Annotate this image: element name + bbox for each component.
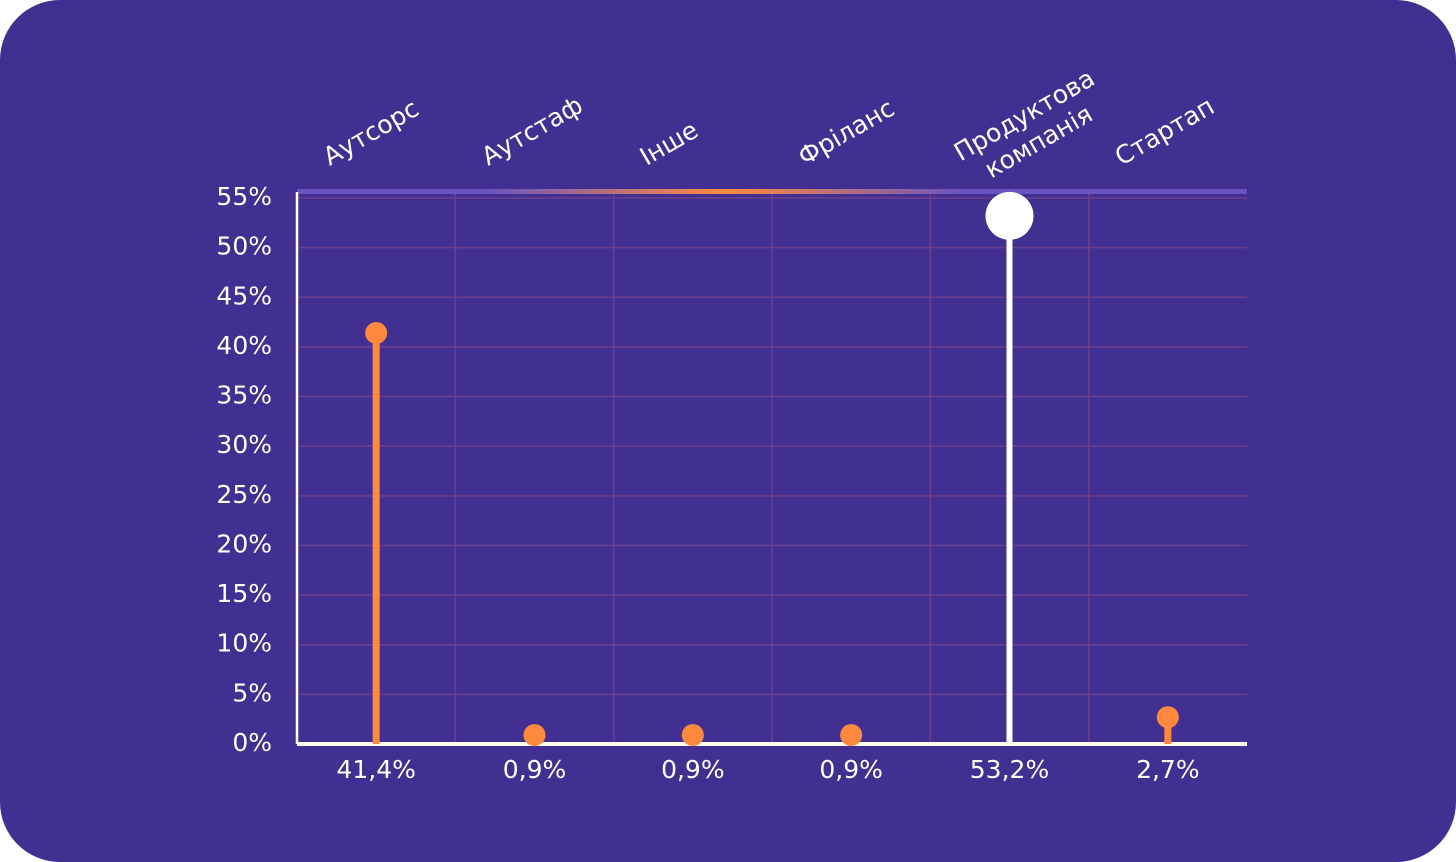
lollipop-head [1156, 706, 1179, 729]
top-border [297, 189, 1247, 194]
y-tick-label: 55% [216, 182, 272, 211]
lollipop-head [523, 724, 546, 747]
y-tick-label: 25% [216, 480, 272, 509]
value-label: 41,4% [336, 755, 415, 784]
y-tick-label: 35% [216, 381, 272, 410]
lollipop-head [840, 724, 863, 747]
y-tick-label: 50% [216, 232, 272, 261]
y-tick-label: 40% [216, 331, 272, 360]
y-tick-label: 0% [232, 728, 272, 757]
y-tick-label: 10% [216, 629, 272, 658]
y-tick-label: 45% [216, 281, 272, 310]
value-label: 0,9% [661, 755, 725, 784]
value-label: 53,2% [970, 755, 1049, 784]
value-label: 0,9% [503, 755, 567, 784]
y-tick-label: 30% [216, 430, 272, 459]
value-label: 2,7% [1136, 755, 1200, 784]
value-label: 0,9% [819, 755, 883, 784]
lollipop-head [985, 191, 1034, 240]
y-tick-label: 5% [232, 678, 272, 707]
y-tick-label: 15% [216, 579, 272, 608]
y-tick-label: 20% [216, 529, 272, 558]
lollipop-head [365, 322, 388, 345]
lollipop-head [681, 724, 704, 747]
